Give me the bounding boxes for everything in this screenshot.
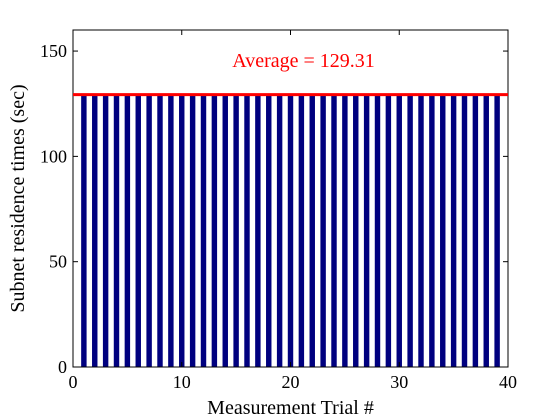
bar-trial-9 (168, 94, 174, 368)
bar-trial-34 (440, 94, 446, 368)
x-tick-label: 10 (173, 372, 191, 392)
bar-trial-30 (396, 94, 402, 368)
bar-trial-27 (363, 94, 370, 368)
bar-trial-23 (320, 94, 326, 368)
bar-trial-38 (483, 94, 489, 368)
bar-trial-6 (135, 94, 141, 368)
bar-trial-35 (450, 94, 457, 368)
bar-trial-26 (353, 94, 359, 368)
average-annotation: Average = 129.31 (232, 50, 375, 72)
bar-trial-24 (331, 94, 337, 368)
plot-frame (72, 29, 509, 368)
x-tick-label: 20 (282, 372, 300, 392)
bar-trial-17 (255, 94, 261, 368)
bars-layer (81, 94, 500, 368)
bar-trial-5 (124, 94, 131, 368)
bar-trial-13 (211, 94, 218, 368)
bar-trial-18 (266, 94, 272, 368)
bar-trial-3 (102, 94, 109, 368)
bar-trial-29 (385, 94, 392, 368)
bar-trial-21 (298, 94, 305, 368)
bar-trial-36 (461, 94, 468, 368)
x-tick-label: 40 (499, 372, 517, 392)
bar-trial-1 (81, 94, 87, 368)
bar-trial-33 (429, 94, 435, 368)
bar-trial-4 (113, 94, 120, 368)
bar-trial-8 (157, 94, 163, 368)
bar-trial-12 (200, 94, 207, 368)
bar-trial-39 (494, 94, 500, 368)
y-tick-label: 100 (40, 146, 67, 166)
bar-trial-11 (189, 94, 196, 368)
bar-trial-32 (418, 94, 424, 368)
y-tick-label: 0 (58, 357, 67, 377)
bar-trial-16 (244, 94, 250, 368)
bar-trial-20 (287, 94, 294, 368)
bar-trial-15 (233, 94, 239, 368)
bar-trial-10 (179, 94, 185, 368)
bar-trial-31 (407, 94, 413, 368)
bar-trial-28 (374, 94, 381, 368)
x-tick-label: 30 (390, 372, 408, 392)
bar-trial-19 (276, 94, 283, 368)
x-tick-label: 0 (69, 372, 78, 392)
ticks-layer: 0 10 20 30 40 0 50 100 150 (40, 30, 517, 392)
bar-trial-14 (222, 94, 228, 368)
y-tick-label: 50 (49, 252, 67, 272)
y-tick-label: 150 (40, 41, 67, 61)
bar-trial-7 (146, 94, 152, 368)
x-axis-label: Measurement Trial # (207, 397, 374, 419)
bar-trial-25 (342, 94, 348, 368)
bar-trial-22 (309, 94, 315, 368)
y-axis-label: Subnet residence times (sec) (7, 84, 29, 312)
bar-trial-2 (92, 94, 98, 368)
bar-trial-37 (472, 94, 479, 368)
